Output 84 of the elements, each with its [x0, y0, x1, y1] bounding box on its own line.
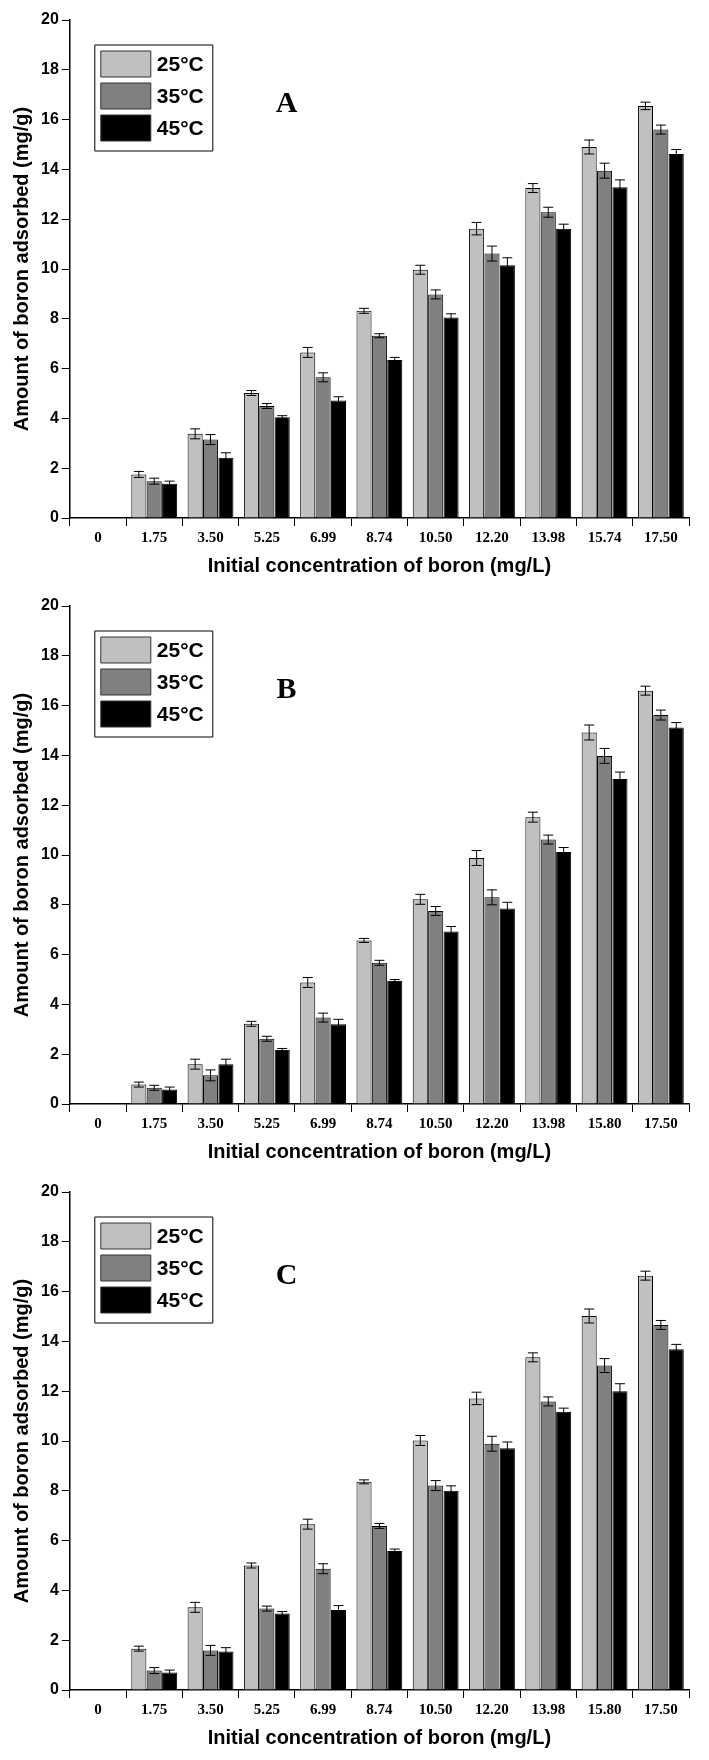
x-tick-label: 10.50: [418, 1700, 453, 1717]
y-tick-label: 16: [41, 110, 59, 128]
x-tick-label: 6.99: [309, 528, 337, 545]
y-tick-label: 14: [41, 1331, 59, 1349]
y-tick-label: 18: [41, 646, 59, 664]
y-tick-label: 10: [41, 845, 59, 863]
x-tick-label: 6.99: [309, 1114, 337, 1131]
y-tick-label: 16: [41, 696, 59, 714]
x-tick-label: 5.25: [253, 1114, 280, 1131]
x-tick-label: 0: [94, 1114, 102, 1131]
y-tick-label: 10: [41, 259, 59, 277]
legend-label: 45°C: [156, 115, 204, 139]
y-tick-label: 0: [49, 508, 59, 526]
x-tick-label: 10.50: [418, 528, 453, 545]
x-tick-label: 12.20: [475, 1114, 509, 1131]
x-tick-label: 12.20: [475, 528, 509, 545]
x-tick-label: 1.75: [141, 528, 168, 545]
x-tick-label: 0: [94, 528, 102, 545]
x-axis-title: Initial concentration of boron (mg/L): [207, 553, 552, 576]
x-tick-label: 3.50: [197, 1700, 224, 1717]
y-tick-label: 12: [41, 1381, 59, 1399]
annotation: B: [276, 671, 297, 705]
y-tick-label: 10: [41, 1431, 59, 1449]
x-tick-label: 17.50: [643, 1114, 678, 1131]
legend-label: 25°C: [156, 637, 204, 661]
x-tick-label: 10.50: [418, 1114, 453, 1131]
legend-label: 25°C: [156, 1223, 204, 1247]
y-tick-label: 8: [49, 1481, 59, 1499]
x-tick-label: 12.20: [475, 1700, 509, 1717]
annotation: C: [275, 1257, 298, 1291]
y-tick-label: 4: [49, 1580, 59, 1598]
y-axis-title: Amount of boron adsorbed (mg/g): [9, 1278, 32, 1604]
y-tick-label: 2: [49, 1630, 59, 1648]
legend-label: 25°C: [156, 51, 204, 75]
legend-label: 35°C: [156, 1255, 204, 1279]
x-axis-title: Initial concentration of boron (mg/L): [207, 1139, 552, 1162]
x-tick-label: 15.80: [587, 1114, 622, 1131]
legend-label: 45°C: [156, 1287, 204, 1311]
legend-label: 35°C: [156, 669, 204, 693]
x-tick-label: 0: [94, 1700, 102, 1717]
y-tick-label: 8: [49, 895, 59, 913]
y-tick-label: 6: [49, 1531, 59, 1549]
y-tick-label: 16: [41, 1282, 59, 1300]
annotation: A: [275, 85, 298, 119]
x-tick-label: 1.75: [141, 1700, 168, 1717]
y-tick-label: 20: [41, 1182, 59, 1200]
x-tick-label: 13.98: [531, 528, 566, 545]
legend-label: 35°C: [156, 83, 204, 107]
x-tick-label: 8.74: [366, 1700, 394, 1717]
y-tick-label: 20: [41, 596, 59, 614]
y-tick-label: 0: [49, 1680, 59, 1698]
x-tick-label: 6.99: [309, 1700, 337, 1717]
x-tick-label: 8.74: [366, 1114, 394, 1131]
x-tick-label: 13.98: [531, 1114, 566, 1131]
y-tick-label: 18: [41, 60, 59, 78]
x-tick-label: 3.50: [197, 1114, 224, 1131]
y-tick-label: 0: [49, 1094, 59, 1112]
y-axis-title: Amount of boron adsorbed (mg/g): [9, 692, 32, 1018]
y-tick-label: 14: [41, 159, 59, 177]
x-tick-label: 17.50: [643, 1700, 678, 1717]
x-tick-label: 17.50: [643, 528, 678, 545]
y-axis-title: Amount of boron adsorbed (mg/g): [9, 106, 32, 432]
y-tick-label: 2: [49, 1044, 59, 1062]
y-tick-label: 20: [41, 10, 59, 28]
x-tick-label: 15.80: [587, 1700, 622, 1717]
y-tick-label: 12: [41, 209, 59, 227]
y-tick-label: 12: [41, 795, 59, 813]
x-tick-label: 5.25: [253, 1700, 280, 1717]
y-tick-label: 14: [41, 745, 59, 763]
y-tick-label: 4: [49, 994, 59, 1012]
y-tick-label: 6: [49, 359, 59, 377]
x-tick-label: 5.25: [253, 528, 280, 545]
x-tick-label: 15.74: [587, 528, 622, 545]
y-tick-label: 18: [41, 1232, 59, 1250]
x-tick-label: 8.74: [366, 528, 394, 545]
y-tick-label: 2: [49, 458, 59, 476]
y-tick-label: 6: [49, 945, 59, 963]
x-tick-label: 3.50: [197, 528, 224, 545]
legend-label: 45°C: [156, 701, 204, 725]
x-tick-label: 13.98: [531, 1700, 566, 1717]
y-tick-label: 4: [49, 408, 59, 426]
y-tick-label: 8: [49, 309, 59, 327]
x-axis-title: Initial concentration of boron (mg/L): [207, 1725, 552, 1748]
x-tick-label: 1.75: [141, 1114, 168, 1131]
